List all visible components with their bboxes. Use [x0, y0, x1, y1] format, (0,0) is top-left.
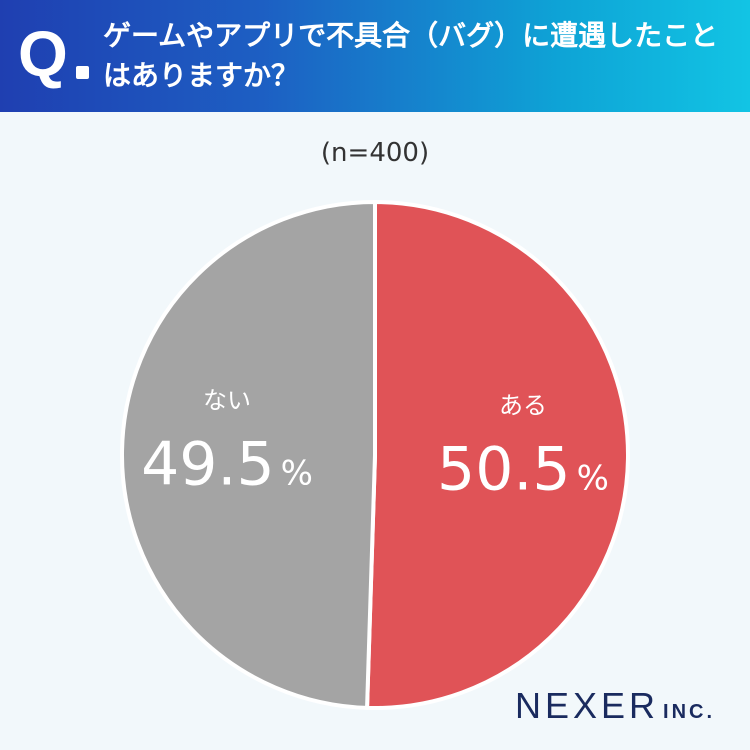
pie-category-label: ない: [203, 387, 251, 415]
brand-suffix: INC.: [663, 701, 716, 723]
pie-value-label: 50.5%: [437, 434, 609, 504]
pie-value-label: 49.5%: [141, 430, 313, 500]
brand-name: NEXER: [515, 685, 660, 726]
question-line-2: はありますか？: [103, 59, 300, 92]
pie-labels: ある 50.5 % ない 49.5%: [141, 387, 609, 505]
pie-slice-2: [120, 200, 377, 710]
brand-logo: NEXER INC.: [515, 685, 715, 727]
q-mark: Q: [18, 18, 68, 90]
question-header: Q ゲームやアプリで不具合（バグ）に遭遇したこと はありますか？: [0, 0, 750, 112]
question-text: ゲームやアプリで不具合（バグ）に遭遇したこと はありますか？: [103, 16, 733, 96]
pie-slices: [120, 200, 630, 710]
pie-slice-1: [365, 200, 630, 710]
q-mark-dot: [76, 66, 89, 79]
pie-category-label: ある: [499, 391, 547, 419]
sample-size-label: (n=400): [320, 138, 430, 168]
question-line-1: ゲームやアプリで不具合（バグ）に遭遇したこと: [103, 19, 719, 52]
